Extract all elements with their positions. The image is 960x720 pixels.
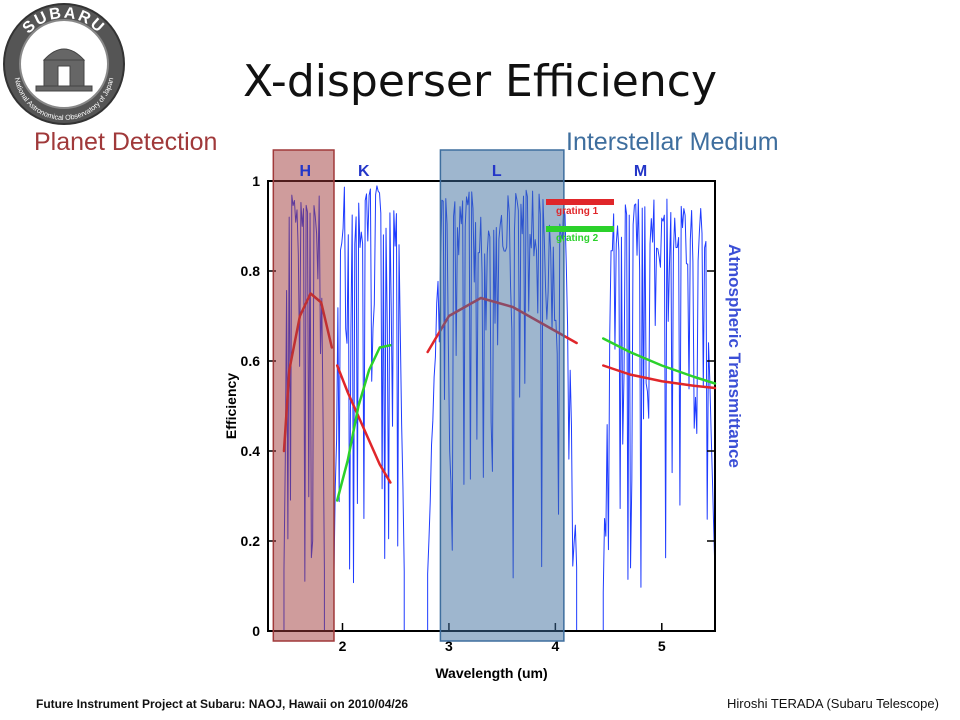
x-axis-label: Wavelength (um) — [435, 665, 547, 681]
legend-label: grating 1 — [556, 206, 599, 217]
transmittance-window-2 — [333, 185, 405, 631]
band-label: M — [634, 163, 647, 180]
y-tick-label: 0.8 — [241, 263, 261, 279]
interstellar-medium-label: Interstellar Medium — [566, 128, 779, 156]
grating-1-curve — [335, 364, 392, 484]
y2-axis-label: Atmospheric Transmittance — [725, 244, 744, 468]
planet-detection-label: Planet Detection — [34, 128, 218, 156]
subaru-logo-icon: SUBARU National Astronomical Observatory… — [3, 3, 125, 125]
slide-title: X-disperser Efficiency — [242, 56, 717, 107]
y-tick-label: 0.4 — [241, 443, 261, 459]
y-tick-label: 1 — [252, 173, 260, 189]
y-tick-label: 0.2 — [241, 533, 261, 549]
footer-event: Future Instrument Project at Subaru: NAO… — [36, 697, 409, 711]
band-label: H — [299, 163, 311, 180]
transmittance-window-4 — [602, 198, 716, 631]
band-label: L — [492, 163, 502, 180]
footer-author: Hiroshi TERADA (Subaru Telescope) — [727, 696, 939, 711]
planet-detection-highlight — [272, 149, 335, 642]
interstellar-medium-highlight — [439, 149, 565, 642]
legend-swatch — [546, 226, 614, 232]
legend-label: grating 2 — [556, 233, 599, 244]
grating-2-curve — [602, 337, 717, 385]
band-label: K — [358, 163, 370, 180]
x-tick-label: 3 — [445, 638, 453, 654]
legend-swatch — [546, 199, 614, 205]
y-tick-label: 0.6 — [241, 353, 261, 369]
x-tick-label: 5 — [658, 638, 666, 654]
x-tick-label: 4 — [551, 638, 559, 654]
grating-2-curve — [335, 344, 392, 502]
axis-layer: 0 0.2 0.4 0.6 0.8 1 2 3 4 5 Wavelength (um) Efficie… — [223, 173, 744, 681]
y-tick-label: 0 — [252, 623, 260, 639]
highlight-layer — [272, 149, 565, 642]
x-tick-label: 2 — [339, 638, 347, 654]
y-axis-label: Efficiency — [223, 373, 239, 439]
grating-1-curve — [602, 364, 717, 390]
